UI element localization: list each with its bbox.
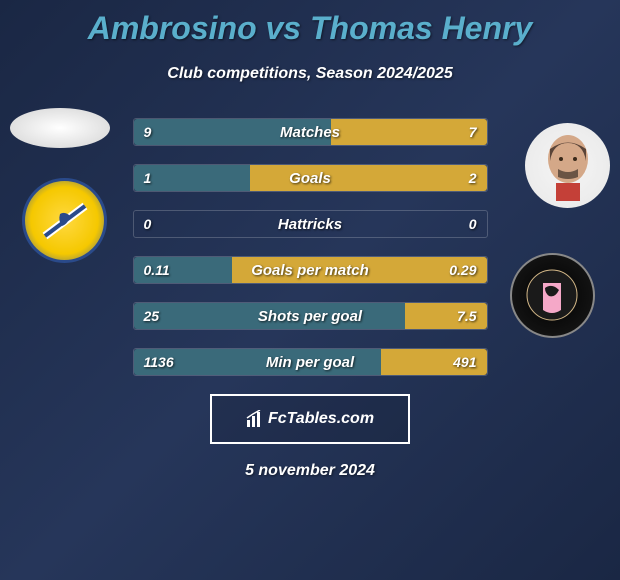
player-face-icon [538, 131, 598, 201]
stat-value-right: 2 [469, 170, 477, 186]
stat-value-right: 0.29 [449, 262, 476, 278]
stat-value-left: 1136 [144, 354, 174, 370]
stat-row: 0 Hattricks 0 [133, 210, 488, 238]
stat-value-right: 491 [453, 354, 476, 370]
comparison-date: 5 november 2024 [0, 462, 620, 480]
club-crest-left-icon [40, 196, 90, 246]
stat-row: 9 Matches 7 [133, 118, 488, 146]
club-badge-right [510, 253, 595, 338]
stat-label: Shots per goal [258, 308, 362, 325]
stat-value-left: 0.11 [144, 262, 170, 278]
stat-label: Goals [289, 170, 331, 187]
content-area: 9 Matches 7 1 Goals 2 0 Hattricks 0 0.11 Goals per… [0, 108, 620, 480]
stat-value-left: 25 [144, 308, 160, 324]
player-avatar-right [525, 123, 610, 208]
stats-container: 9 Matches 7 1 Goals 2 0 Hattricks 0 0.11 Goals per… [133, 108, 488, 376]
stat-label: Goals per match [251, 262, 369, 279]
stat-row: 0.11 Goals per match 0.29 [133, 256, 488, 284]
stat-row: 1136 Min per goal 491 [133, 348, 488, 376]
player-avatar-left [10, 108, 110, 148]
comparison-subtitle: Club competitions, Season 2024/2025 [0, 65, 620, 83]
stat-fill-right [250, 165, 487, 191]
footer-brand-text: FcTables.com [268, 410, 374, 428]
stat-row: 25 Shots per goal 7.5 [133, 302, 488, 330]
stat-value-right: 7.5 [457, 308, 476, 324]
stat-value-left: 9 [144, 124, 152, 140]
stat-value-left: 0 [144, 216, 152, 232]
stat-row: 1 Goals 2 [133, 164, 488, 192]
chart-icon [246, 410, 264, 428]
footer-brand: FcTables.com [246, 410, 374, 428]
comparison-title: Ambrosino vs Thomas Henry [0, 0, 620, 47]
footer-brand-box: FcTables.com [210, 394, 410, 444]
club-crest-right-icon [525, 268, 580, 323]
stat-fill-right [331, 119, 486, 145]
stat-label: Matches [280, 124, 340, 141]
stat-label: Hattricks [278, 216, 342, 233]
stat-value-right: 0 [469, 216, 477, 232]
stat-value-left: 1 [144, 170, 152, 186]
stat-value-right: 7 [469, 124, 477, 140]
stat-label: Min per goal [266, 354, 354, 371]
club-badge-left [22, 178, 107, 263]
